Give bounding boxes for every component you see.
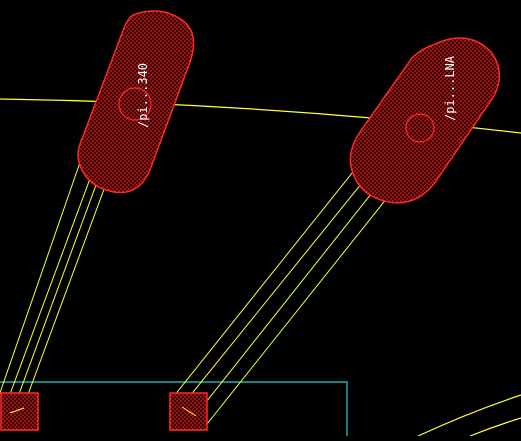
- edge-arc-1: [417, 394, 521, 437]
- pad-left[interactable]: /pi...340: [77, 10, 195, 194]
- square-pad-right[interactable]: [169, 392, 208, 431]
- pad-right-drill: [405, 113, 435, 143]
- pad-right-label: /pi...LNA: [443, 55, 457, 121]
- edge-arc-2: [469, 417, 521, 437]
- board-outline: [0, 381, 348, 436]
- pad-right-shape: [349, 37, 500, 204]
- pad-right[interactable]: /pi...LNA: [349, 37, 500, 204]
- square-pad-left-shape: [0, 392, 39, 431]
- pad-left-drill: [118, 87, 152, 121]
- square-pad-left-trace-end: [9, 407, 25, 414]
- square-pad-right-trace-end: [181, 406, 197, 417]
- square-pad-left[interactable]: [0, 392, 39, 431]
- pad-left-label: /pi...340: [136, 63, 150, 128]
- pad-left-shape: [77, 10, 195, 194]
